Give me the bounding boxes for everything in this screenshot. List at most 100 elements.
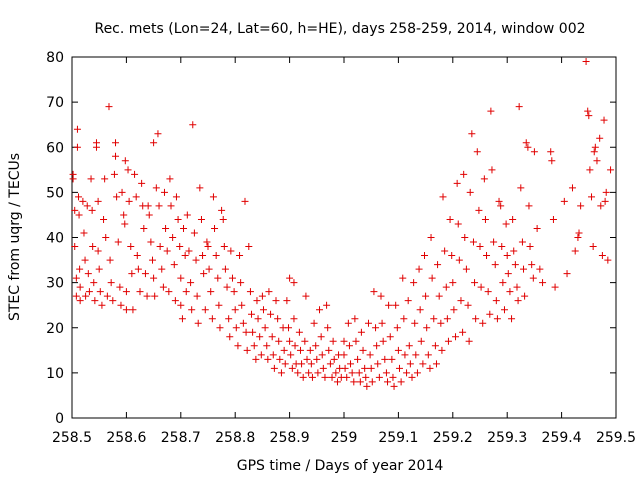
data-point xyxy=(215,301,223,309)
data-point xyxy=(69,175,77,183)
data-point xyxy=(212,252,220,260)
data-point xyxy=(177,274,185,282)
data-point xyxy=(486,310,494,318)
data-point xyxy=(286,274,294,282)
data-point xyxy=(551,283,559,291)
data-point xyxy=(138,179,146,187)
data-point xyxy=(427,234,435,241)
data-point xyxy=(412,351,420,359)
y-tick-label: 80 xyxy=(46,50,64,66)
data-point xyxy=(430,315,438,323)
data-point xyxy=(252,355,260,363)
data-point xyxy=(72,274,80,282)
data-point xyxy=(132,193,140,201)
data-point xyxy=(301,337,309,345)
data-point xyxy=(509,215,517,223)
data-point xyxy=(209,193,217,201)
data-point xyxy=(528,261,536,269)
data-point xyxy=(73,143,81,151)
data-point xyxy=(95,265,103,273)
data-point xyxy=(423,324,431,332)
data-point xyxy=(357,328,365,336)
data-point xyxy=(259,306,267,314)
data-point xyxy=(493,315,501,323)
data-point xyxy=(76,265,84,273)
data-point xyxy=(71,206,79,214)
data-point xyxy=(307,360,315,368)
data-point xyxy=(437,319,445,327)
data-point xyxy=(488,166,496,174)
data-point xyxy=(114,238,122,246)
data-point xyxy=(261,324,269,332)
data-point xyxy=(288,364,296,372)
data-point xyxy=(177,301,185,309)
data-point xyxy=(432,360,440,368)
data-point xyxy=(408,373,416,381)
data-point xyxy=(238,301,246,309)
data-point xyxy=(375,373,383,381)
data-point xyxy=(189,121,197,129)
chart-title: Rec. mets (Lon=24, Lat=60, h=HE), days 2… xyxy=(94,21,585,37)
data-point xyxy=(239,319,247,327)
data-point xyxy=(395,364,403,372)
data-point xyxy=(291,342,299,350)
data-point xyxy=(484,288,492,296)
data-point xyxy=(298,360,306,368)
y-tick-label: 0 xyxy=(55,411,64,427)
data-point xyxy=(500,306,508,314)
data-point xyxy=(165,288,173,296)
data-point xyxy=(453,179,461,187)
data-point xyxy=(159,283,167,291)
data-point xyxy=(200,270,208,278)
data-point xyxy=(495,197,503,205)
data-point xyxy=(72,292,80,300)
data-point xyxy=(574,234,582,241)
data-point xyxy=(428,274,436,282)
data-point xyxy=(243,346,251,354)
data-point xyxy=(285,324,293,332)
data-point xyxy=(582,58,590,66)
data-point xyxy=(326,360,334,368)
data-point xyxy=(98,301,106,309)
data-point xyxy=(368,378,376,386)
data-point xyxy=(106,256,114,264)
data-point xyxy=(381,355,389,363)
data-point xyxy=(345,342,353,350)
data-point xyxy=(265,288,273,296)
data-point xyxy=(588,193,596,201)
data-point xyxy=(112,152,120,160)
y-tick-label: 40 xyxy=(46,231,64,247)
data-point xyxy=(410,279,418,287)
data-point xyxy=(92,143,100,151)
data-point xyxy=(116,283,124,291)
data-point xyxy=(464,301,472,309)
data-point xyxy=(84,270,92,278)
data-point xyxy=(192,256,200,264)
data-point xyxy=(468,130,476,138)
data-point xyxy=(404,297,412,305)
data-point xyxy=(136,288,144,296)
data-point xyxy=(385,301,393,309)
y-tick-label: 50 xyxy=(46,185,64,201)
data-point xyxy=(219,215,227,223)
x-tick-label: 259.4 xyxy=(542,430,582,446)
data-point xyxy=(462,265,470,273)
y-tick-labels: 0 10 20 30 40 50 60 70 80 xyxy=(46,50,64,427)
data-point xyxy=(460,170,468,178)
data-point xyxy=(475,206,483,214)
data-point xyxy=(170,261,178,269)
data-point xyxy=(208,315,216,323)
data-point xyxy=(399,274,407,282)
data-point xyxy=(356,378,364,386)
data-point xyxy=(438,346,446,354)
data-point xyxy=(197,215,205,223)
data-point xyxy=(389,373,397,381)
data-point xyxy=(571,247,579,255)
data-point xyxy=(392,301,400,309)
data-point xyxy=(89,243,97,251)
data-point xyxy=(471,279,479,287)
data-point xyxy=(127,243,135,251)
data-point xyxy=(426,364,434,372)
data-point xyxy=(434,261,442,269)
